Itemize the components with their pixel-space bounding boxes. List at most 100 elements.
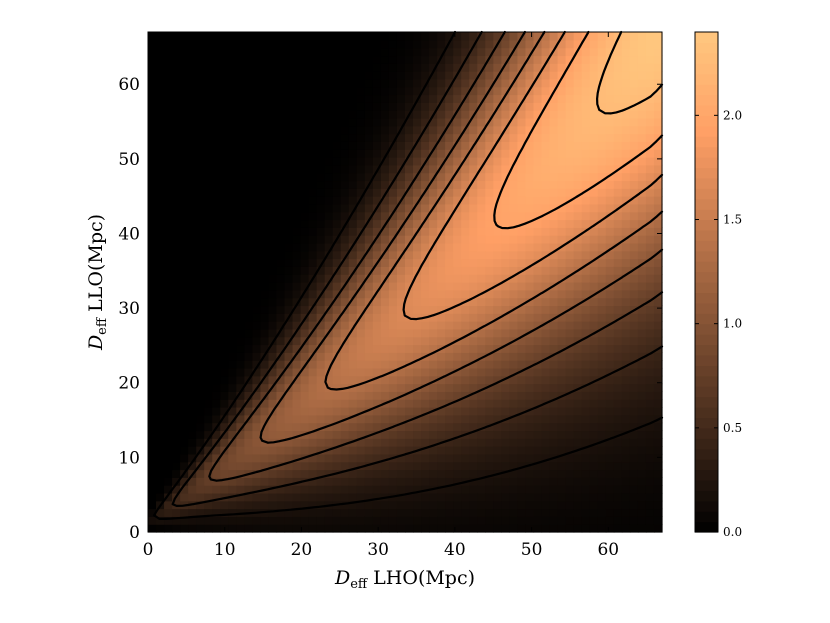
heatmap-cell (653, 407, 663, 416)
heatmap-cell (260, 133, 270, 142)
heatmap-cell (557, 485, 567, 494)
heatmap-cell (469, 63, 478, 72)
heatmap-cell (364, 524, 374, 533)
heatmap-cell (405, 117, 414, 127)
heatmap-cell (228, 485, 237, 494)
heatmap-cell (204, 446, 213, 455)
heatmap-cell (212, 39, 221, 49)
heatmap-cell (212, 328, 221, 338)
heatmap-cell (212, 55, 221, 64)
heatmap-cell (557, 71, 567, 80)
heatmap-cell (300, 492, 310, 502)
heatmap-cell (509, 344, 519, 353)
heatmap-cell (388, 250, 398, 260)
heatmap-cell (541, 78, 551, 88)
heatmap-cell (533, 383, 543, 392)
heatmap-cell (517, 289, 527, 299)
heatmap-cell (413, 258, 422, 267)
heatmap-cell (469, 446, 478, 455)
heatmap-cell (292, 492, 302, 502)
heatmap-cell (196, 55, 205, 64)
heatmap-cell (405, 352, 414, 361)
heatmap-cell (276, 258, 286, 267)
heatmap-cell (589, 266, 599, 275)
heatmap-cell (421, 438, 430, 447)
heatmap-cell (637, 508, 647, 517)
heatmap-cell (653, 297, 663, 307)
heatmap-cell (364, 133, 374, 142)
heatmap-cell (541, 485, 551, 494)
heatmap-cell (493, 172, 502, 182)
heatmap-cell (156, 321, 165, 330)
heatmap-cell (629, 422, 639, 432)
heatmap-cell (308, 282, 318, 291)
heatmap-cell (589, 492, 599, 502)
heatmap-cell (597, 344, 607, 353)
heatmap-cell (284, 203, 294, 213)
heatmap-cell (228, 524, 237, 533)
heatmap-cell (405, 407, 414, 416)
heatmap-cell (188, 477, 197, 486)
heatmap-cell (204, 297, 213, 307)
heatmap-cell (164, 344, 173, 353)
heatmap-cell (364, 336, 374, 346)
heatmap-cell (308, 430, 318, 439)
heatmap-cell (332, 313, 342, 322)
heatmap-cell (180, 461, 189, 471)
heatmap-cell (469, 149, 478, 158)
heatmap-cell (485, 485, 494, 494)
heatmap-cell (364, 367, 374, 377)
heatmap-cell (212, 321, 221, 330)
heatmap-cell (421, 492, 430, 502)
heatmap-cell (645, 55, 655, 64)
heatmap-cell (405, 321, 414, 330)
heatmap-cell (220, 180, 229, 189)
heatmap-cell (549, 55, 559, 64)
heatmap-cell (212, 282, 221, 291)
heatmap-cell (509, 375, 519, 385)
heatmap-cell (316, 336, 326, 346)
heatmap-cell (284, 188, 294, 197)
heatmap-cell (597, 500, 607, 510)
heatmap-cell (597, 149, 607, 158)
y-axis-label: Deff LLO(Mpc) (85, 214, 110, 351)
heatmap-cell (621, 391, 631, 400)
heatmap-cell (316, 39, 326, 49)
heatmap-cell (364, 422, 374, 432)
heatmap-cell (276, 235, 286, 244)
heatmap-cell (156, 313, 165, 322)
colorbar-segment (695, 282, 718, 294)
heatmap-cell (284, 86, 294, 96)
heatmap-cell (324, 375, 334, 385)
heatmap-cell (621, 438, 631, 447)
heatmap-cell (517, 461, 527, 471)
heatmap-cell (228, 282, 237, 291)
heatmap-cell (276, 524, 286, 533)
heatmap-cell (597, 94, 607, 103)
heatmap-cell (445, 414, 454, 424)
heatmap-cell (236, 438, 245, 447)
heatmap-cell (549, 94, 559, 103)
heatmap-cell (565, 71, 575, 80)
heatmap-cell (493, 32, 502, 41)
heatmap-cell (204, 516, 213, 525)
heatmap-cell (292, 391, 302, 400)
heatmap-cell (364, 227, 374, 236)
heatmap-cell (493, 430, 502, 439)
heatmap-cell (252, 196, 262, 205)
heatmap-cell (220, 219, 229, 228)
heatmap-cell (557, 141, 567, 150)
heatmap-cell (220, 250, 229, 260)
heatmap-cell (629, 227, 639, 236)
heatmap-cell (549, 211, 559, 221)
heatmap-cell (276, 172, 286, 182)
heatmap-cell (437, 141, 446, 150)
heatmap-cell (212, 133, 221, 142)
heatmap-cell (437, 524, 446, 533)
heatmap-cell (509, 242, 519, 252)
heatmap-cell (180, 274, 189, 283)
heatmap-cell (268, 180, 278, 189)
heatmap-cell (621, 94, 631, 103)
heatmap-cell (421, 219, 430, 228)
heatmap-cell (212, 188, 221, 197)
